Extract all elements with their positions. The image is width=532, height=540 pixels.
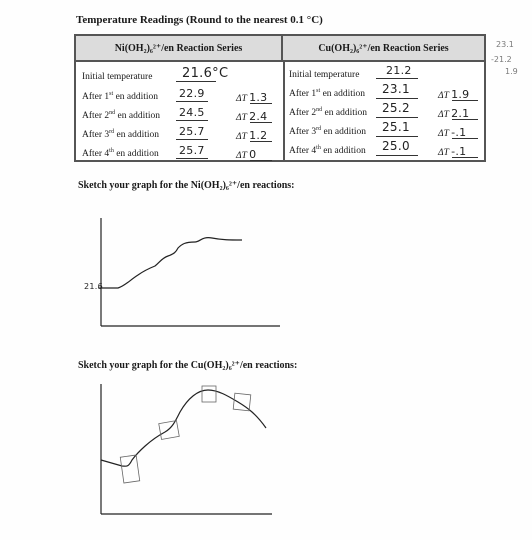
ni-value-3: 25.7 bbox=[179, 125, 205, 138]
ni-graph-ylabel: 21.6 bbox=[84, 282, 104, 291]
cu-sketch-box bbox=[201, 385, 217, 403]
cu-row-label: After 4th en addition bbox=[289, 145, 366, 157]
cu-curve bbox=[100, 389, 267, 467]
cu-value-2: 25.2 bbox=[382, 101, 410, 115]
delta-label: ΔT 2.1 bbox=[438, 107, 470, 120]
ni-value-4: 25.7 bbox=[179, 144, 205, 157]
answer-line bbox=[176, 81, 216, 82]
cu-sketch-label: Sketch your graph for the Cu(OH₂)₆²⁺/en … bbox=[78, 360, 298, 371]
delta-label: ΔT 1.9 bbox=[438, 88, 470, 101]
cu-sketch-box bbox=[119, 454, 141, 484]
answer-line bbox=[376, 78, 418, 79]
ni-series-header: Ni(OH₂)₆²⁺/en Reaction Series bbox=[76, 36, 283, 62]
cu-value-1: 23.1 bbox=[382, 82, 410, 96]
answer-line bbox=[250, 141, 272, 142]
answer-line bbox=[376, 155, 418, 156]
delta-label: ΔT 0 bbox=[236, 148, 257, 161]
ni-value-2: 24.5 bbox=[179, 106, 205, 119]
delta-label: ΔT -.1 bbox=[438, 145, 467, 158]
cu-value-3: 25.1 bbox=[382, 120, 410, 134]
margin-note: -21.2 bbox=[491, 55, 512, 64]
answer-line bbox=[452, 119, 478, 120]
answer-line bbox=[376, 98, 418, 99]
page-heading: Temperature Readings (Round to the neare… bbox=[76, 14, 323, 26]
delta-label: ΔT -.1 bbox=[438, 126, 467, 139]
answer-line bbox=[376, 117, 418, 118]
delta-label: ΔT 1.2 bbox=[236, 129, 268, 142]
cu-sketch-box bbox=[158, 420, 180, 440]
answer-line bbox=[250, 122, 272, 123]
ni-sketch-label: Sketch your graph for the Ni(OH₂)₆²⁺/en … bbox=[78, 180, 295, 191]
answer-line bbox=[176, 120, 208, 121]
margin-note: 23.1 bbox=[496, 40, 514, 49]
delta-label: ΔT 1.3 bbox=[236, 91, 268, 104]
answer-line bbox=[176, 158, 208, 159]
answer-line bbox=[452, 100, 478, 101]
cu-value-4: 25.0 bbox=[382, 139, 410, 153]
column-divider bbox=[283, 62, 285, 160]
cu-series-header: Cu(OH₂)₆²⁺/en Reaction Series bbox=[283, 36, 484, 62]
ni-row-label: After 1st en addition bbox=[82, 91, 159, 103]
answer-line bbox=[250, 103, 272, 104]
ni-initial-value: 21.6°C bbox=[182, 66, 229, 81]
answer-line bbox=[376, 136, 418, 137]
ni-row-label: Initial temperature bbox=[82, 72, 153, 82]
answer-line bbox=[250, 160, 272, 161]
answer-line bbox=[176, 139, 208, 140]
cu-row-label: After 1st en addition bbox=[289, 88, 366, 100]
cu-row-label: After 2nd en addition bbox=[289, 107, 368, 119]
cu-sketch-box bbox=[232, 392, 252, 412]
answer-line bbox=[452, 138, 478, 139]
answer-line bbox=[176, 101, 208, 102]
ni-row-label: After 3rd en addition bbox=[82, 129, 160, 141]
ni-curve bbox=[101, 236, 243, 289]
cu-initial-value: 21.2 bbox=[386, 64, 412, 77]
cu-row-label: After 3rd en addition bbox=[289, 126, 367, 138]
delta-label: ΔT 2.4 bbox=[236, 110, 268, 123]
ni-value-1: 22.9 bbox=[179, 87, 205, 100]
ni-row-label: After 4th en addition bbox=[82, 148, 159, 160]
cu-row-label: Initial temperature bbox=[289, 70, 360, 80]
ni-row-label: After 2nd en addition bbox=[82, 110, 161, 122]
answer-line bbox=[452, 157, 478, 158]
temperature-table: Ni(OH₂)₆²⁺/en Reaction Series Cu(OH₂)₆²⁺… bbox=[74, 34, 486, 162]
margin-note: 1.9 bbox=[505, 67, 518, 76]
